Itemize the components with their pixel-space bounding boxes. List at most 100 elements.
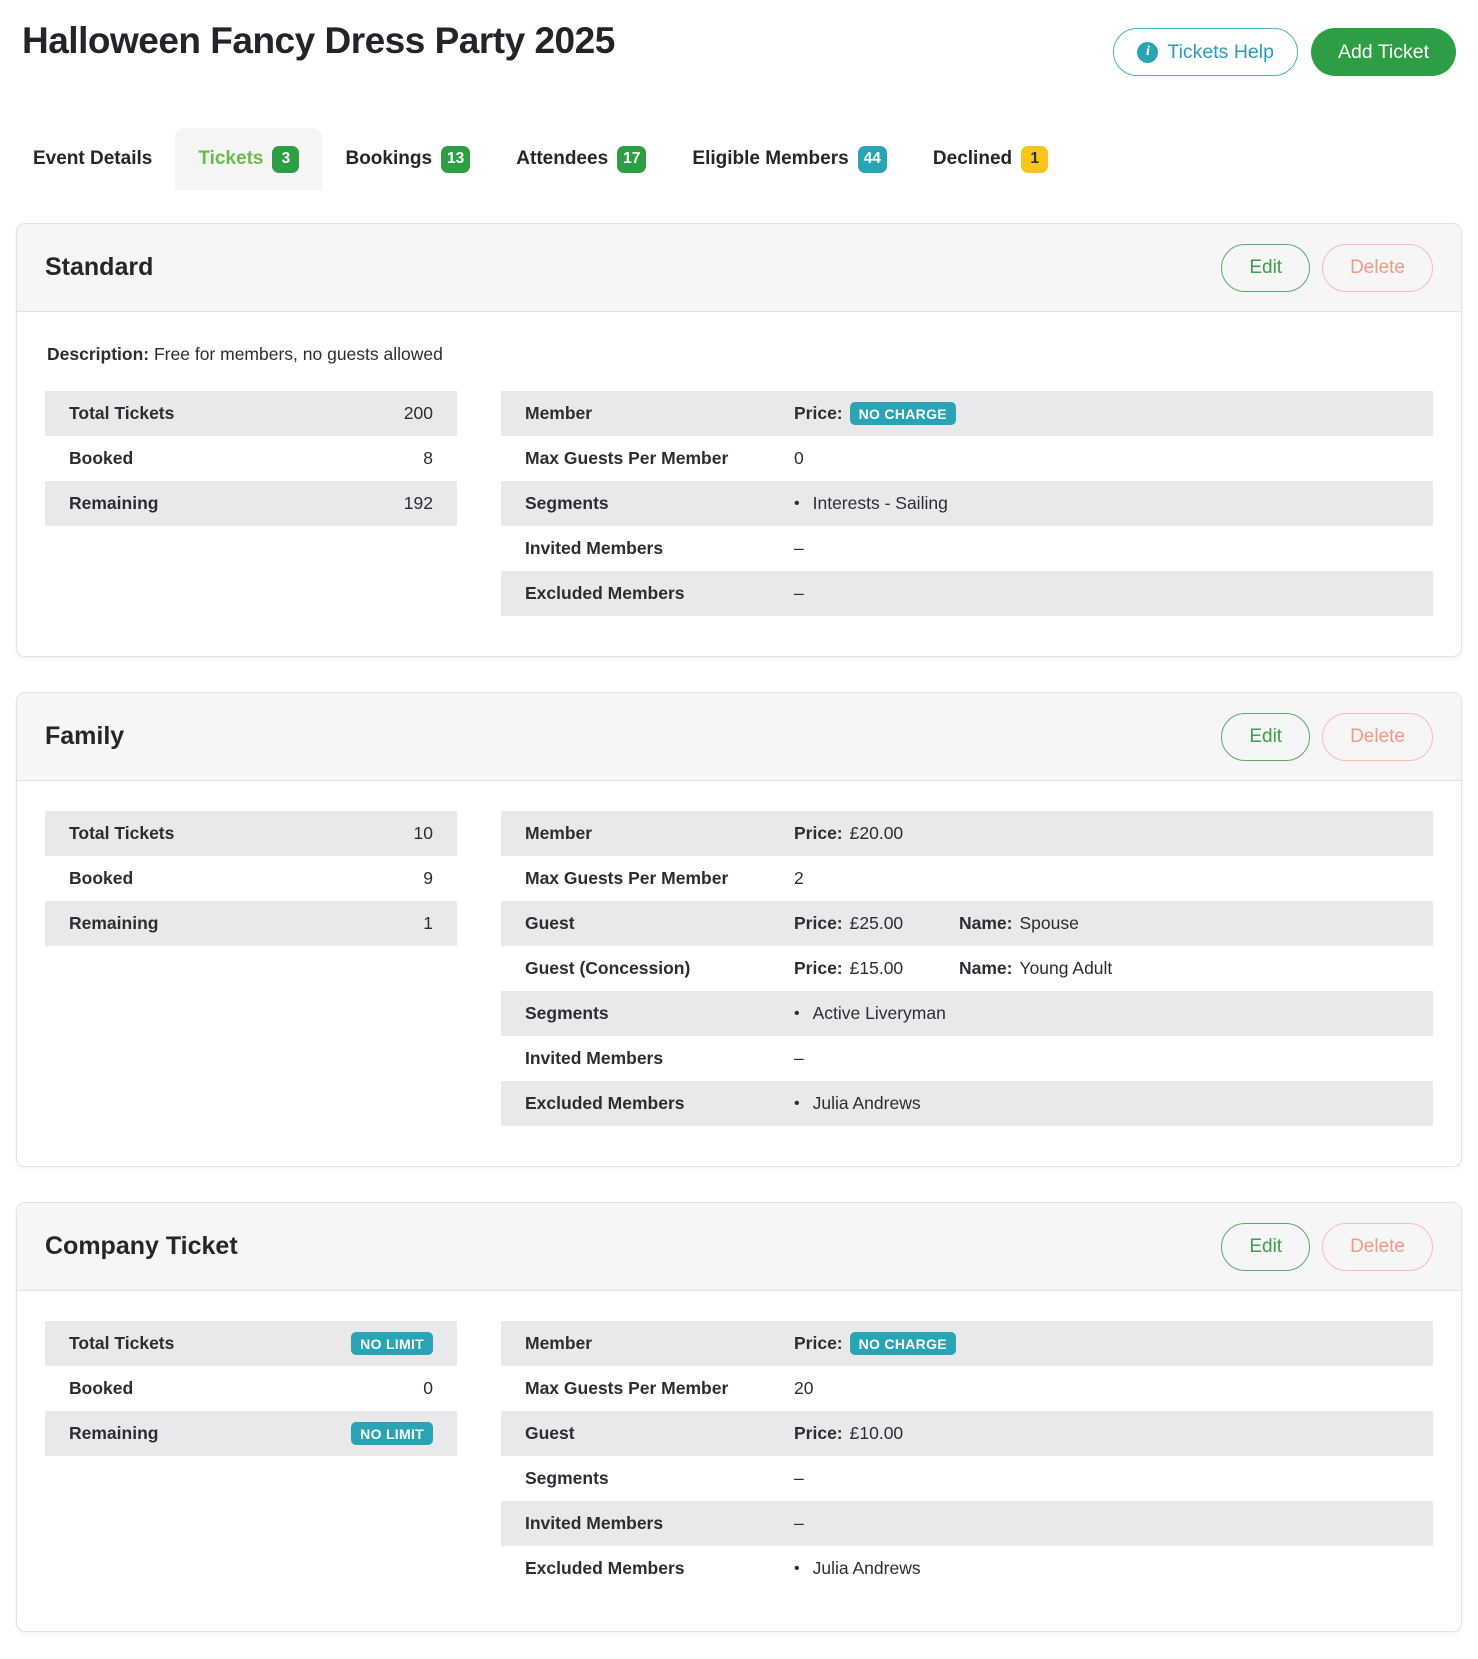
tab-tickets[interactable]: Tickets 3 [175,128,323,190]
edit-button[interactable]: Edit [1221,1222,1311,1271]
ticket-card-family: Family Edit Delete Total Tickets 10 Booked 9 Re… [16,692,1462,1167]
info-icon: i [1137,41,1159,63]
detail-row-segments: Segments • Interests - Sailing [501,481,1433,526]
stat-number: 1 [423,913,433,933]
detail-label: Segments [525,1468,609,1488]
tab-label: Declined [932,148,1013,169]
card-actions: Edit Delete [1221,243,1433,292]
detail-row-segments: Segments – [501,1456,1433,1501]
detail-label: Invited Members [525,1513,664,1533]
ticket-description: Description: Free for members, no guests… [47,344,1433,365]
stat-value: NO LIMIT [351,1331,433,1356]
stat-label: Remaining [69,1423,159,1443]
name-label: Name: [959,913,1013,933]
stat-value: 10 [414,823,433,844]
stat-value: 200 [404,403,433,424]
detail-row-excluded-members: Excluded Members – [501,571,1433,616]
tickets-help-button[interactable]: i Tickets Help [1113,28,1298,76]
name-cell: Name: Spouse [959,913,1079,934]
ticket-name: Company Ticket [45,1232,238,1260]
detail-value: – [794,1513,1409,1534]
tab-count-badge: 13 [441,145,471,173]
detail-value: • Julia Andrews [794,1093,1409,1114]
ticket-card-body: Description: Free for members, no guests… [17,312,1461,656]
ticket-card-standard: Standard Edit Delete Description: Free for … [16,223,1462,657]
detail-value: – [794,1468,1409,1489]
ticket-columns: Total Tickets 200 Booked 8 Remaining 192 Membe… [45,391,1433,616]
detail-label: Invited Members [525,538,664,558]
edit-button[interactable]: Edit [1221,712,1311,761]
detail-label: Guest [525,1423,575,1443]
detail-label: Max Guests Per Member [525,448,729,468]
detail-value: Price: £15.00 Name: Young Adult [794,958,1409,979]
delete-button[interactable]: Delete [1322,243,1433,292]
detail-row-guest-concession: Guest (Concession) Price: £15.00 Name: Young… [501,946,1433,991]
stats-row-total-tickets: Total Tickets 200 [45,391,457,436]
stat-number: 192 [403,493,433,513]
detail-label: Excluded Members [525,1093,685,1113]
card-actions: Edit Delete [1221,1222,1433,1271]
bullet-icon: • [794,1094,800,1112]
tab-count-badge: 3 [272,145,300,173]
top-bar: Halloween Fancy Dress Party 2025 i Ticke… [16,0,1462,76]
price-cell: Price: £25.00 [794,913,959,934]
detail-text: 2 [794,868,804,888]
stat-value: 1 [423,913,433,934]
name-label: Name: [959,958,1013,978]
detail-label: Excluded Members [525,583,685,603]
tab-bookings[interactable]: Bookings 13 [322,128,493,190]
tab-label: Tickets [198,148,264,169]
detail-value: Price: NO CHARGE [794,401,1409,426]
tickets-help-label: Tickets Help [1167,40,1274,63]
detail-value: 0 [794,448,1409,469]
stat-label: Booked [69,448,134,468]
stat-value: 8 [423,448,433,469]
stat-value: 0 [423,1378,433,1399]
delete-button[interactable]: Delete [1322,712,1433,761]
detail-label: Max Guests Per Member [525,1378,729,1398]
empty-dash: – [794,1468,804,1488]
no-limit-badge: NO LIMIT [351,1421,433,1446]
detail-value: – [794,583,1409,604]
no-charge-badge: NO CHARGE [849,401,956,426]
ticket-name: Family [45,722,125,750]
add-ticket-button[interactable]: Add Ticket [1310,28,1456,76]
stats-table: Total Tickets 200 Booked 8 Remaining 192 [45,391,457,526]
stat-value: NO LIMIT [351,1421,433,1446]
delete-button[interactable]: Delete [1322,1222,1433,1271]
tab-declined[interactable]: Declined 1 [910,128,1071,190]
page-title: Halloween Fancy Dress Party 2025 [22,20,615,61]
tab-eligible-members[interactable]: Eligible Members 44 [669,128,910,190]
name-value: Spouse [1019,913,1079,933]
detail-label: Segments [525,1003,609,1023]
detail-label: Member [525,1333,593,1353]
ticket-cards: Standard Edit Delete Description: Free for … [16,223,1462,1632]
ticket-card-body: Total Tickets 10 Booked 9 Remaining 1 Member Pr… [17,781,1461,1166]
detail-text: 20 [794,1378,814,1398]
stat-number: 200 [403,403,433,423]
detail-row-guest: Guest Price: £10.00 [501,1411,1433,1456]
stats-row-total-tickets: Total Tickets 10 [45,811,457,856]
stat-number: 0 [423,1378,433,1398]
detail-row-max-guests-per-member: Max Guests Per Member 20 [501,1366,1433,1411]
detail-value: – [794,1048,1409,1069]
empty-dash: – [794,1513,804,1533]
tab-label: Event Details [33,148,153,169]
tab-attendees[interactable]: Attendees 17 [493,128,669,190]
detail-value: Price: £10.00 [794,1423,1409,1444]
no-limit-badge: NO LIMIT [351,1331,433,1356]
detail-label: Member [525,823,593,843]
ticket-columns: Total Tickets NO LIMIT Booked 0 Remaining NO … [45,1321,1433,1591]
detail-row-segments: Segments • Active Liveryman [501,991,1433,1036]
bullet-icon: • [794,494,800,512]
tab-event-details[interactable]: Event Details [10,128,175,190]
stats-table: Total Tickets NO LIMIT Booked 0 Remaining NO … [45,1321,457,1456]
edit-button[interactable]: Edit [1221,243,1311,292]
stats-row-booked: Booked 8 [45,436,457,481]
name-value: Young Adult [1019,958,1113,978]
price-label: Price: [794,958,843,978]
price-value: £20.00 [849,823,904,843]
detail-row-invited-members: Invited Members – [501,1036,1433,1081]
detail-row-max-guests-per-member: Max Guests Per Member 2 [501,856,1433,901]
stat-number: 10 [413,823,433,843]
